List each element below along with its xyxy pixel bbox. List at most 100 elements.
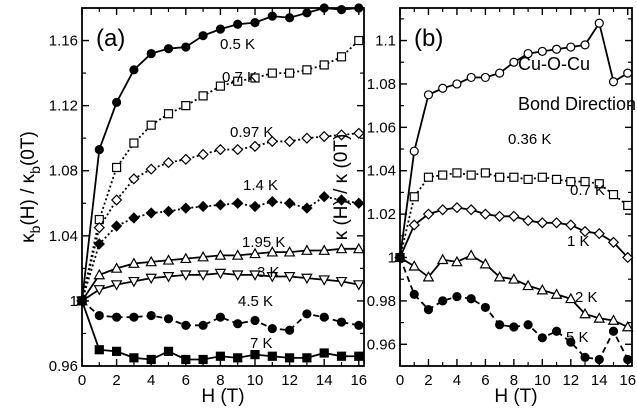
data-point	[437, 204, 449, 216]
data-point	[215, 81, 226, 91]
data-point	[94, 310, 104, 321]
series-line-1-4-k	[81, 195, 359, 302]
y-tick-label-1-02: 1.02	[367, 206, 396, 223]
y-label-b-h: (H) /	[331, 183, 352, 231]
y-tick-label-0-96: 0.96	[49, 358, 78, 375]
data-point	[250, 350, 260, 360]
data-point	[523, 48, 533, 59]
y-label-kappa: κ	[18, 233, 39, 243]
data-point	[408, 219, 420, 231]
data-point	[162, 272, 175, 283]
series-7-k	[77, 296, 364, 365]
panel-b: 0 2 4 6 8 10 12 14 16 0.96 0.98 1 1.02 1.04 1.06 1.08 1.…	[331, 7, 636, 407]
x-tick-label-4: 4	[147, 372, 155, 389]
data-point	[283, 197, 296, 209]
data-point	[354, 3, 364, 13]
data-point	[395, 252, 405, 263]
data-point	[523, 320, 533, 330]
data-point	[146, 354, 156, 365]
data-point	[249, 270, 261, 281]
data-point	[285, 353, 295, 363]
data-point	[110, 262, 123, 273]
data-point	[250, 18, 260, 28]
y-label-h: (H) /	[18, 183, 39, 225]
data-point	[128, 173, 140, 185]
y-tick-label-0-98: 0.98	[367, 293, 396, 310]
data-point	[536, 217, 548, 229]
data-point	[249, 200, 261, 213]
data-point	[214, 143, 227, 156]
data-point	[128, 212, 140, 224]
series-label-1-k: 1 K	[567, 233, 590, 250]
data-point	[249, 247, 261, 259]
data-point	[214, 268, 227, 280]
series-5-k	[395, 252, 633, 365]
panel-b-ticks: 0 2 4 6 8 10 12 14 16 0.96 0.98 1 1.02 1.04 1.06 1.08 1.…	[367, 8, 636, 389]
data-point	[579, 225, 591, 238]
data-point	[285, 13, 295, 23]
x-tick-label-14: 14	[316, 372, 333, 389]
series-label-3-k: 3 K	[257, 264, 280, 281]
data-point	[580, 176, 590, 187]
data-point	[423, 172, 434, 182]
data-point	[465, 249, 477, 260]
panel-a-ticks: 0 2 4 6 8 10 12 14 16 0.96 1 1.04 1.08 1.12 1.16	[49, 8, 367, 389]
data-point	[145, 207, 157, 219]
data-point	[94, 345, 104, 355]
series-label-0-7-k: 0.7 K	[570, 182, 605, 199]
data-point	[163, 44, 174, 54]
data-point	[231, 249, 244, 260]
data-point	[93, 285, 106, 296]
data-point	[301, 132, 313, 144]
y-tick-label-1-12: 1.12	[49, 98, 78, 115]
data-point	[301, 273, 313, 285]
series-label-0-7-k: 0.7 K	[222, 69, 257, 86]
data-point	[335, 242, 348, 254]
series-label-1-95-k: 1.95 K	[242, 234, 285, 251]
data-point	[495, 172, 505, 182]
data-point	[302, 353, 312, 363]
data-point	[266, 246, 279, 257]
data-point	[550, 288, 563, 299]
data-point	[180, 202, 192, 214]
data-point	[493, 210, 506, 222]
data-point	[233, 353, 243, 363]
data-point	[536, 284, 549, 295]
data-point	[495, 320, 505, 330]
panel-a-y-axis-label: κb(H) / κb(0T)	[18, 131, 43, 243]
data-point	[550, 217, 563, 229]
series-label-0-36-k: 0.36 K	[508, 131, 551, 148]
y-tick-label-1-08: 1.08	[367, 76, 396, 93]
data-point	[336, 52, 347, 62]
panel-b-letter: (b)	[414, 25, 443, 52]
y-tick-label-1-08: 1.08	[49, 163, 78, 180]
data-point	[145, 255, 158, 267]
data-point	[319, 3, 329, 13]
panel-b-frame	[399, 7, 633, 367]
data-point	[162, 205, 175, 218]
data-point	[162, 254, 175, 265]
series-3-k	[76, 268, 365, 307]
data-point	[409, 289, 419, 299]
panel-a-series-labels: 0.5 K 0.7 K 0.97 K 1.4 K 1.95 K 3 K 4.5 K 7 K	[220, 36, 285, 352]
data-point	[607, 314, 620, 325]
data-point	[593, 227, 605, 240]
data-point	[181, 101, 191, 111]
x-tick-label-6: 6	[481, 372, 489, 389]
data-point	[594, 354, 604, 365]
data-point	[336, 317, 347, 327]
data-point	[110, 220, 123, 232]
data-point	[128, 257, 140, 268]
data-point	[594, 18, 604, 28]
data-point	[566, 337, 576, 347]
data-point	[479, 208, 492, 220]
series-1-k	[394, 201, 634, 264]
x-tick-label-12: 12	[281, 372, 298, 389]
data-point	[523, 174, 533, 185]
data-point	[267, 323, 277, 334]
panel-a: 0 2 4 6 8 10 12 14 16 0.96 1 1.04 1.08 1.12 1.16 0.5 K…	[18, 3, 367, 407]
data-point	[353, 197, 365, 209]
data-point	[508, 273, 520, 284]
series-line-5-k	[399, 257, 629, 361]
series-2-k	[394, 249, 634, 332]
